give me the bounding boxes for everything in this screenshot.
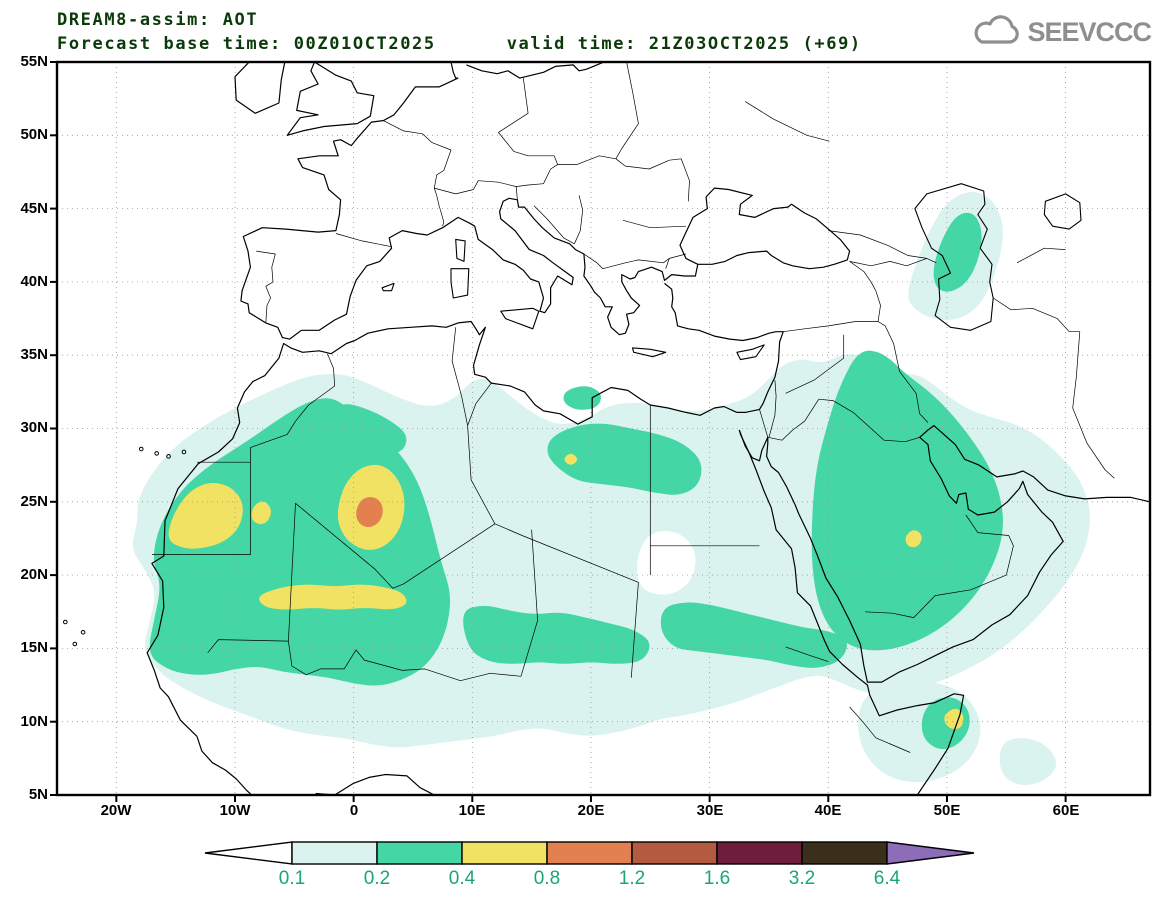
colorbar-segment <box>546 841 633 865</box>
cbar-label: 3.2 <box>788 868 816 889</box>
cloud-logo-icon <box>975 15 1020 44</box>
lon-label: 60E <box>1052 802 1080 819</box>
lon-label: 20W <box>100 802 132 819</box>
lon-label: 50E <box>933 802 961 819</box>
colorbar-segment <box>801 841 888 865</box>
colorbar-segment <box>291 841 378 865</box>
forecast-time-line: Forecast base time: 00Z01OCT2025 valid t… <box>57 34 862 54</box>
colorbar-segment <box>376 841 463 865</box>
aot-field-layer <box>132 192 1090 785</box>
lat-label: 15N <box>20 639 48 656</box>
colorbar-segment <box>461 841 548 865</box>
map-plot <box>50 60 1152 802</box>
colorbar-segment <box>631 841 718 865</box>
lon-label: 30E <box>696 802 724 819</box>
graticule-layer <box>57 62 1150 795</box>
page-title: DREAM8-assim: AOT <box>57 10 259 30</box>
coastlines-layer <box>63 62 1150 795</box>
lat-label: 5N <box>28 786 48 803</box>
logo-text: SEEVCCC <box>1027 16 1152 47</box>
colorbar-arrow-left <box>204 841 293 865</box>
lat-label: 10N <box>20 713 48 730</box>
cbar-label: 0.8 <box>533 868 561 889</box>
lon-label: 20E <box>577 802 605 819</box>
cbar-label: 1.2 <box>618 868 646 889</box>
lat-label: 45N <box>20 200 48 217</box>
seevccc-logo: SEEVCCC <box>968 14 1152 50</box>
cbar-label: 0.1 <box>278 868 306 889</box>
lat-label: 20N <box>20 566 48 583</box>
lat-label: 30N <box>20 419 48 436</box>
lon-label: 0 <box>349 802 359 819</box>
lat-label: 55N <box>20 53 48 70</box>
colorbar-segment <box>716 841 803 865</box>
colorbar-arrow-right <box>886 841 975 865</box>
title-block: DREAM8-assim: AOT Forecast base time: 00… <box>57 8 862 56</box>
colorbar <box>204 841 975 865</box>
cbar-label: 6.4 <box>873 868 901 889</box>
lat-label: 35N <box>20 346 48 363</box>
cbar-label: 0.4 <box>448 868 476 889</box>
lat-label: 40N <box>20 273 48 290</box>
lon-label: 10W <box>219 802 251 819</box>
lat-label: 25N <box>20 493 48 510</box>
axis-ticks <box>50 61 1067 802</box>
lat-label: 50N <box>20 126 48 143</box>
lon-label: 40E <box>814 802 842 819</box>
cbar-label: 0.2 <box>363 868 391 889</box>
cbar-label: 1.6 <box>703 868 731 889</box>
lon-label: 10E <box>458 802 486 819</box>
